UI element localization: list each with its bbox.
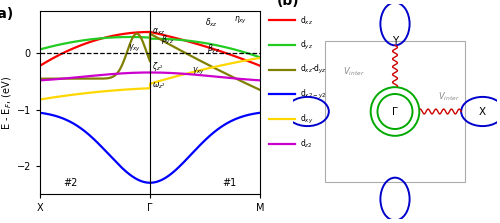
- Bar: [325, 41, 465, 182]
- Text: $\beta_{yz}$: $\beta_{yz}$: [207, 43, 220, 56]
- Text: (b): (b): [276, 0, 299, 8]
- Y-axis label: E - E$_F$, (eV): E - E$_F$, (eV): [0, 76, 14, 130]
- Text: d$_{yz}$: d$_{yz}$: [300, 38, 312, 52]
- Text: V$_{inter}$: V$_{inter}$: [343, 66, 365, 78]
- Text: $\beta_{yz}$: $\beta_{yz}$: [161, 34, 174, 47]
- Text: $\gamma_{xy}$: $\gamma_{xy}$: [128, 43, 141, 54]
- Text: $\zeta_{z^2}$: $\zeta_{z^2}$: [152, 60, 164, 72]
- Text: $\delta_{xz}$: $\delta_{xz}$: [205, 16, 218, 29]
- Text: $\gamma_{xy}$: $\gamma_{xy}$: [192, 66, 204, 77]
- Text: (a): (a): [0, 8, 14, 21]
- Text: Y: Y: [392, 36, 398, 46]
- Text: V$_{inter}$: V$_{inter}$: [438, 91, 460, 103]
- Text: d$_{xy}$: d$_{xy}$: [300, 112, 313, 126]
- Text: d$_{xz}$: d$_{xz}$: [300, 14, 312, 27]
- Text: $\alpha_{xz}$: $\alpha_{xz}$: [152, 27, 166, 37]
- Text: Γ: Γ: [392, 107, 398, 116]
- Text: #2: #2: [64, 178, 78, 188]
- Text: #1: #1: [222, 178, 236, 188]
- Text: d$_{z2}$: d$_{z2}$: [300, 137, 312, 150]
- Text: $\eta_{xy}$: $\eta_{xy}$: [234, 15, 247, 26]
- Text: d$_{xz}$-d$_{yz}$: d$_{xz}$-d$_{yz}$: [300, 63, 326, 76]
- Text: X: X: [479, 107, 486, 116]
- Text: d$_{x2-y2}$: d$_{x2-y2}$: [300, 88, 326, 101]
- Text: $\omega_{z^2}$: $\omega_{z^2}$: [152, 80, 166, 91]
